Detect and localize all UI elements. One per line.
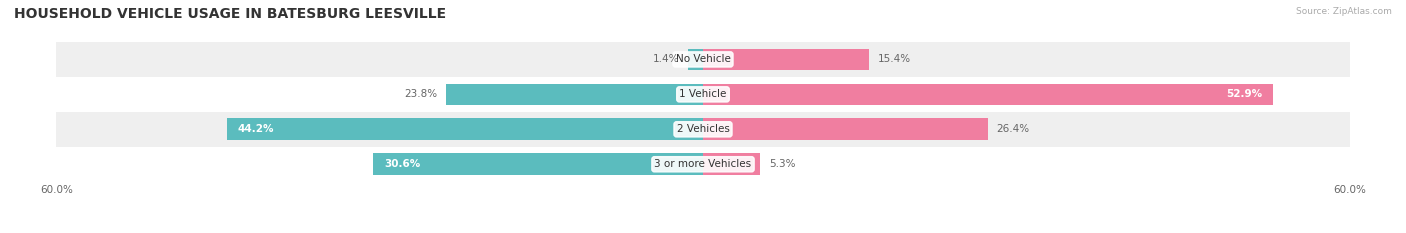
Text: 44.2%: 44.2% — [238, 124, 274, 134]
Text: 15.4%: 15.4% — [877, 55, 911, 64]
Bar — [447, 84, 703, 105]
Text: 52.9%: 52.9% — [1226, 89, 1263, 99]
Bar — [688, 49, 703, 70]
Bar — [56, 112, 1350, 147]
Bar — [703, 154, 761, 175]
Text: 26.4%: 26.4% — [997, 124, 1029, 134]
Bar — [703, 49, 869, 70]
Bar — [373, 154, 703, 175]
Text: 1.4%: 1.4% — [652, 55, 679, 64]
Text: No Vehicle: No Vehicle — [675, 55, 731, 64]
Text: 5.3%: 5.3% — [769, 159, 796, 169]
Text: Source: ZipAtlas.com: Source: ZipAtlas.com — [1296, 7, 1392, 16]
Text: 2 Vehicles: 2 Vehicles — [676, 124, 730, 134]
Bar — [56, 147, 1350, 182]
Text: HOUSEHOLD VEHICLE USAGE IN BATESBURG LEESVILLE: HOUSEHOLD VEHICLE USAGE IN BATESBURG LEE… — [14, 7, 446, 21]
Text: 23.8%: 23.8% — [405, 89, 437, 99]
Bar — [226, 118, 703, 140]
Bar — [703, 118, 987, 140]
Bar — [56, 77, 1350, 112]
Bar — [703, 84, 1274, 105]
Text: 3 or more Vehicles: 3 or more Vehicles — [654, 159, 752, 169]
Text: 30.6%: 30.6% — [384, 159, 420, 169]
Text: 1 Vehicle: 1 Vehicle — [679, 89, 727, 99]
Bar — [56, 42, 1350, 77]
